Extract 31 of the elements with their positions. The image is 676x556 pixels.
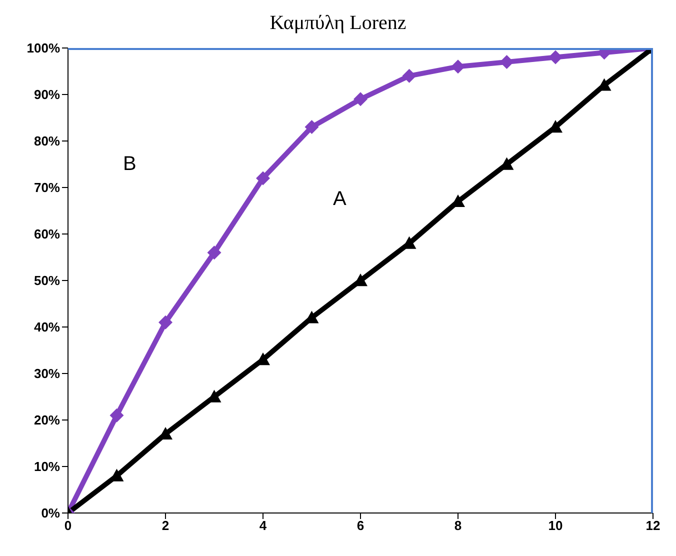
point (354, 92, 368, 106)
y-tick-label: 100% (26, 40, 60, 56)
annotation: B (123, 153, 136, 176)
y-tick-label: 80% (34, 134, 60, 149)
x-tick-label: 2 (162, 518, 170, 534)
point (304, 120, 319, 134)
point (402, 68, 416, 83)
y-tick-label: 50% (34, 273, 60, 288)
point (548, 50, 562, 64)
point (451, 60, 465, 74)
point (110, 408, 124, 422)
annotation: A (333, 188, 346, 211)
x-tick-label: 8 (454, 518, 462, 534)
y-tick-label: 10% (34, 459, 60, 474)
y-tick-label: 90% (34, 87, 60, 102)
x-tick-label: 0 (64, 518, 72, 534)
point (207, 246, 222, 260)
x-tick-label: 6 (356, 518, 364, 534)
y-tick-label: 70% (34, 180, 60, 196)
chart-title: Καμπύλη Lorenz (268, 11, 408, 36)
y-tick-label: 60% (34, 226, 60, 242)
y-tick-label: 30% (34, 366, 60, 382)
point (500, 54, 514, 69)
point (158, 315, 172, 330)
x-tick-label: 4 (259, 518, 268, 534)
y-tick-label: 0% (41, 506, 60, 521)
y-tick-label: 20% (34, 412, 60, 428)
x-tick-label: 12 (646, 518, 660, 534)
x-tick-label: 10 (548, 518, 563, 534)
point (256, 171, 270, 186)
y-tick-label: 40% (34, 320, 60, 335)
